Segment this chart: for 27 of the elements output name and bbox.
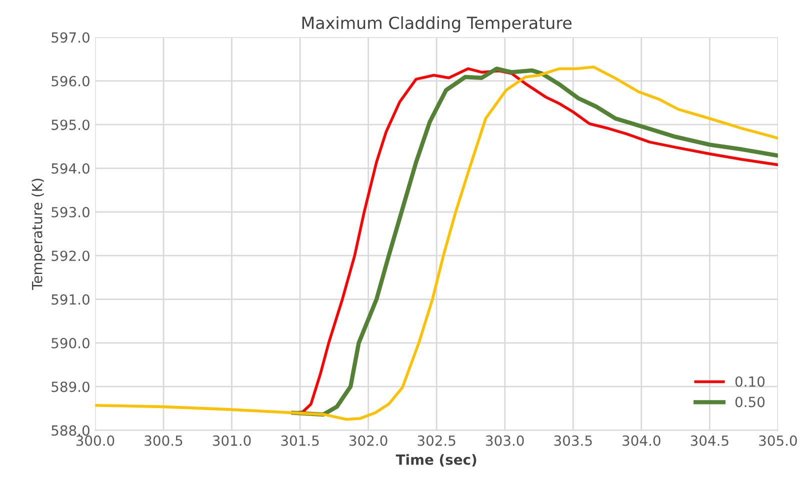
- y-axis-title: Temperature (K): [32, 178, 46, 290]
- y-tick-label: 594.0: [52, 163, 90, 174]
- x-tick-label: 301.5: [281, 435, 319, 446]
- x-tick-label: 300.0: [76, 435, 114, 446]
- x-tick-label: 300.5: [144, 435, 182, 446]
- x-tick-label: 304.5: [690, 435, 728, 446]
- y-tick-label: 589.0: [52, 382, 90, 392]
- y-tick-label: 593.0: [52, 206, 90, 218]
- x-tick-label: 303.0: [486, 435, 524, 446]
- y-tick-label: 596.0: [52, 76, 90, 86]
- y-tick-label: 591.0: [52, 294, 90, 305]
- y-tick-label: 595.0: [52, 120, 90, 130]
- chart-title: Maximum Cladding Temperature: [302, 16, 572, 32]
- x-tick-label: 301.0: [212, 435, 251, 446]
- x-tick-label: 303.5: [554, 435, 592, 446]
- y-tick-label: 592.0: [52, 250, 90, 262]
- x-tick-label: 302.5: [418, 435, 456, 446]
- x-axis-title: Time (sec): [396, 454, 476, 467]
- legend-label: 0.10: [735, 376, 765, 387]
- x-tick-label: 305.0: [759, 435, 797, 446]
- x-tick-label: 302.0: [349, 435, 388, 446]
- y-tick-label: 597.0: [52, 32, 90, 43]
- y-tick-label: 588.0: [52, 425, 90, 436]
- y-tick-label: 590.0: [52, 338, 90, 348]
- legend-label: 0.50: [735, 396, 765, 408]
- x-tick-label: 304.0: [622, 435, 660, 446]
- line-series: [95, 66, 778, 421]
